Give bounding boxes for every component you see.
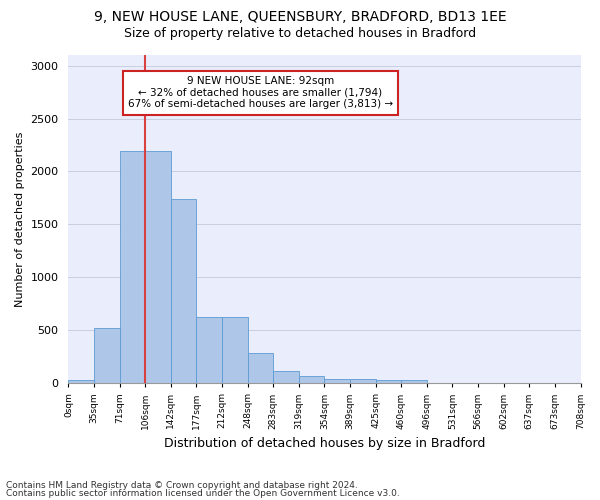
Bar bbox=[171, 199, 196, 384]
Bar bbox=[145, 152, 171, 384]
Y-axis label: Number of detached properties: Number of detached properties bbox=[15, 132, 25, 307]
Bar bbox=[299, 376, 325, 384]
Bar bbox=[222, 316, 248, 384]
Bar bbox=[350, 379, 376, 384]
Text: Contains HM Land Registry data © Crown copyright and database right 2024.: Contains HM Land Registry data © Crown c… bbox=[6, 481, 358, 490]
Text: 9 NEW HOUSE LANE: 92sqm
← 32% of detached houses are smaller (1,794)
67% of semi: 9 NEW HOUSE LANE: 92sqm ← 32% of detache… bbox=[128, 76, 393, 110]
Bar bbox=[401, 380, 427, 384]
X-axis label: Distribution of detached houses by size in Bradford: Distribution of detached houses by size … bbox=[164, 437, 485, 450]
Text: 9, NEW HOUSE LANE, QUEENSBURY, BRADFORD, BD13 1EE: 9, NEW HOUSE LANE, QUEENSBURY, BRADFORD,… bbox=[94, 10, 506, 24]
Bar bbox=[68, 380, 94, 384]
Text: Contains public sector information licensed under the Open Government Licence v3: Contains public sector information licen… bbox=[6, 488, 400, 498]
Bar bbox=[196, 316, 222, 384]
Bar bbox=[273, 370, 299, 384]
Bar bbox=[325, 379, 350, 384]
Bar bbox=[376, 380, 401, 384]
Bar bbox=[248, 352, 273, 384]
Bar bbox=[94, 328, 119, 384]
Bar bbox=[119, 152, 145, 384]
Text: Size of property relative to detached houses in Bradford: Size of property relative to detached ho… bbox=[124, 28, 476, 40]
